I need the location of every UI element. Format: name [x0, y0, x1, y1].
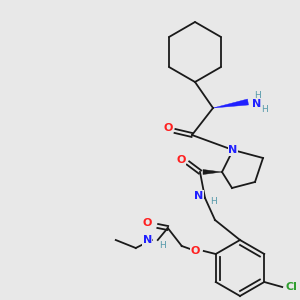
Text: H: H: [210, 197, 217, 206]
Text: Cl: Cl: [285, 282, 297, 292]
Text: H: H: [159, 242, 166, 250]
Text: H: H: [261, 106, 268, 115]
Text: N: N: [142, 235, 152, 245]
Polygon shape: [203, 169, 222, 175]
Text: N: N: [228, 145, 238, 155]
Text: O: O: [142, 218, 152, 228]
Text: H: H: [254, 91, 261, 100]
Text: O: O: [163, 123, 173, 133]
Polygon shape: [213, 99, 248, 108]
Text: O: O: [176, 155, 186, 165]
Text: N: N: [252, 99, 261, 109]
Text: O: O: [190, 246, 200, 256]
Text: N: N: [194, 191, 203, 201]
